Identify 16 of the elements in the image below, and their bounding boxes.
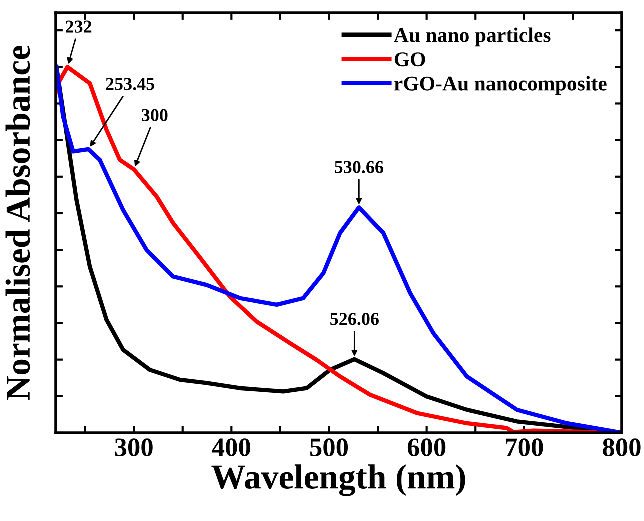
x-tick-label: 500	[310, 438, 348, 456]
x-tick-label: 700	[506, 438, 544, 456]
legend-label: rGO-Au nanocomposite	[394, 76, 607, 96]
legend-label: GO	[394, 52, 426, 67]
legend-label: Au nano particles	[394, 28, 551, 47]
x-tick-label: 400	[212, 438, 250, 456]
annotation: 232	[66, 20, 92, 33]
x-tick-label: 300	[115, 438, 153, 456]
annotation: 300	[142, 109, 168, 122]
annotation: 253.45	[106, 78, 154, 90]
x-tick-label: 600	[408, 438, 446, 456]
x-axis-title: Wavelength (nm)	[212, 464, 466, 496]
y-axis-title: Normalised Absorbance	[6, 46, 30, 400]
x-tick-label: 800	[603, 438, 641, 456]
annotation: 526.06	[330, 313, 379, 326]
annotation: 530.66	[335, 161, 384, 174]
